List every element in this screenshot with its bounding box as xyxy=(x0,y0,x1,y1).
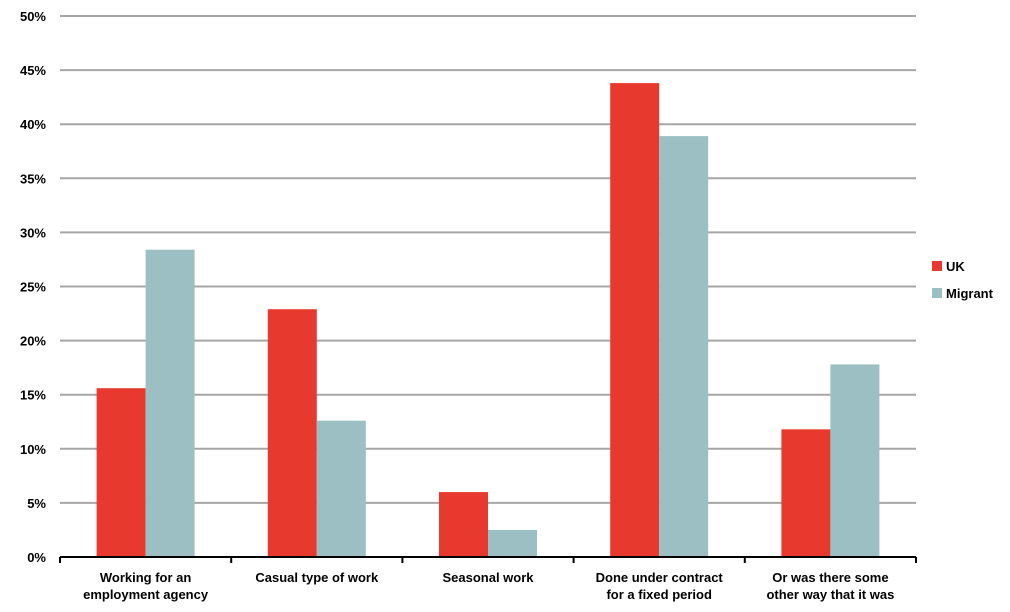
gridlines xyxy=(60,15,916,504)
bar-migrant xyxy=(659,136,709,558)
legend-swatch xyxy=(932,261,942,271)
y-tick-label: 0% xyxy=(27,550,46,565)
bar-uk xyxy=(439,492,488,557)
y-axis-ticks: 0% 5% 10% 15% 20% 25% 30% 35% 40% 45% 50% xyxy=(20,9,46,565)
y-tick-label: 35% xyxy=(20,171,46,186)
x-axis xyxy=(59,556,917,563)
x-tick-label: Working for an employment agency xyxy=(83,570,209,602)
x-tick-label-line: other way that it was xyxy=(766,587,894,602)
bars xyxy=(96,83,880,558)
bar-migrant xyxy=(488,529,537,557)
x-tick-label: Done under contract for a fixed period xyxy=(596,570,724,602)
y-tick-label: 10% xyxy=(20,442,46,457)
y-tick-label: 25% xyxy=(20,280,46,295)
y-tick-label: 40% xyxy=(20,117,46,132)
x-tick-label-line: Working for an xyxy=(100,570,192,585)
bar-migrant xyxy=(145,249,195,557)
legend-swatch xyxy=(932,288,942,298)
y-tick-label: 15% xyxy=(20,388,46,403)
legend-label: Migrant xyxy=(946,286,994,301)
bar-uk xyxy=(96,388,146,557)
bar-migrant xyxy=(316,420,366,557)
bar-uk xyxy=(610,83,660,558)
x-axis-labels: Working for an employment agency Casual ty… xyxy=(83,570,894,602)
y-tick-label: 45% xyxy=(20,63,46,78)
bar-uk xyxy=(267,309,317,557)
x-tick-label: Or was there some other way that it was xyxy=(766,570,894,602)
x-tick-label-line: Seasonal work xyxy=(442,570,534,585)
legend: UK Migrant xyxy=(932,259,994,301)
bar-uk xyxy=(781,429,831,557)
x-tick-label-line: Or was there some xyxy=(772,570,888,585)
x-tick-label-line: employment agency xyxy=(83,587,209,602)
y-tick-label: 5% xyxy=(27,496,46,511)
legend-label: UK xyxy=(946,259,965,274)
x-tick-label-line: Done under contract xyxy=(596,570,724,585)
y-tick-label: 20% xyxy=(20,334,46,349)
x-tick-label-line: Casual type of work xyxy=(255,570,379,585)
x-tick-label: Seasonal work xyxy=(442,570,534,585)
x-tick-label-line: for a fixed period xyxy=(606,587,712,602)
bar-migrant xyxy=(830,364,880,557)
x-tick-label: Casual type of work xyxy=(255,570,379,585)
y-tick-label: 30% xyxy=(20,225,46,240)
y-tick-label: 50% xyxy=(20,9,46,24)
